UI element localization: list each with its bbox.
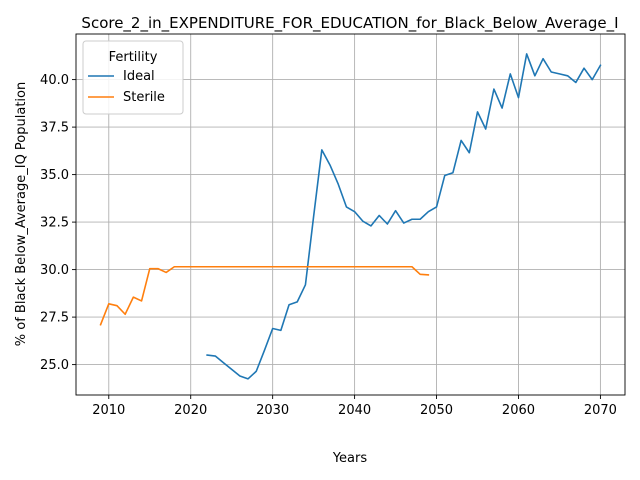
x-tick-labels: 2010 2020 2030 2040 2050 2060 2070	[92, 403, 617, 418]
y-tick-label: 25.0	[40, 358, 69, 373]
x-tick-label: 2070	[584, 403, 617, 418]
series-line-ideal	[206, 53, 602, 380]
x-tick-label: 2030	[256, 403, 289, 418]
x-tick-label: 2010	[92, 403, 125, 418]
legend-label: Ideal	[123, 69, 155, 84]
legend-box	[82, 40, 184, 115]
legend-items: Ideal Sterile	[88, 69, 165, 105]
x-tick-label: 2050	[420, 403, 453, 418]
axis-ticks	[72, 79, 601, 399]
chart-title: Score_2_in_EXPENDITURE_FOR_EDUCATION_for…	[81, 14, 618, 33]
y-tick-labels: 25.0 27.5 30.0 32.5 35.0 37.5 40.0	[40, 73, 69, 373]
y-tick-label: 35.0	[40, 168, 69, 183]
x-tick-label: 2020	[174, 403, 207, 418]
y-tick-label: 32.5	[40, 216, 69, 231]
y-tick-label: 37.5	[40, 121, 69, 136]
y-tick-label: 30.0	[40, 263, 69, 278]
x-axis-label: Years	[332, 451, 368, 466]
plot-frame	[75, 33, 626, 396]
x-tick-label: 2060	[502, 403, 535, 418]
series-line-sterile	[99, 265, 430, 326]
legend-item-ideal: Ideal	[88, 69, 155, 84]
legend-title: Fertility	[109, 50, 158, 65]
series-lines	[99, 53, 602, 380]
y-axis-label: % of Black Below_Average_IQ Population	[14, 82, 29, 346]
legend-label: Sterile	[123, 90, 165, 105]
x-tick-label: 2040	[338, 403, 371, 418]
y-tick-label: 27.5	[40, 311, 69, 326]
grid-lines	[76, 34, 625, 395]
legend-item-sterile: Sterile	[88, 90, 165, 105]
legend: Fertility Ideal Sterile	[82, 40, 184, 115]
y-tick-label: 40.0	[40, 73, 69, 88]
